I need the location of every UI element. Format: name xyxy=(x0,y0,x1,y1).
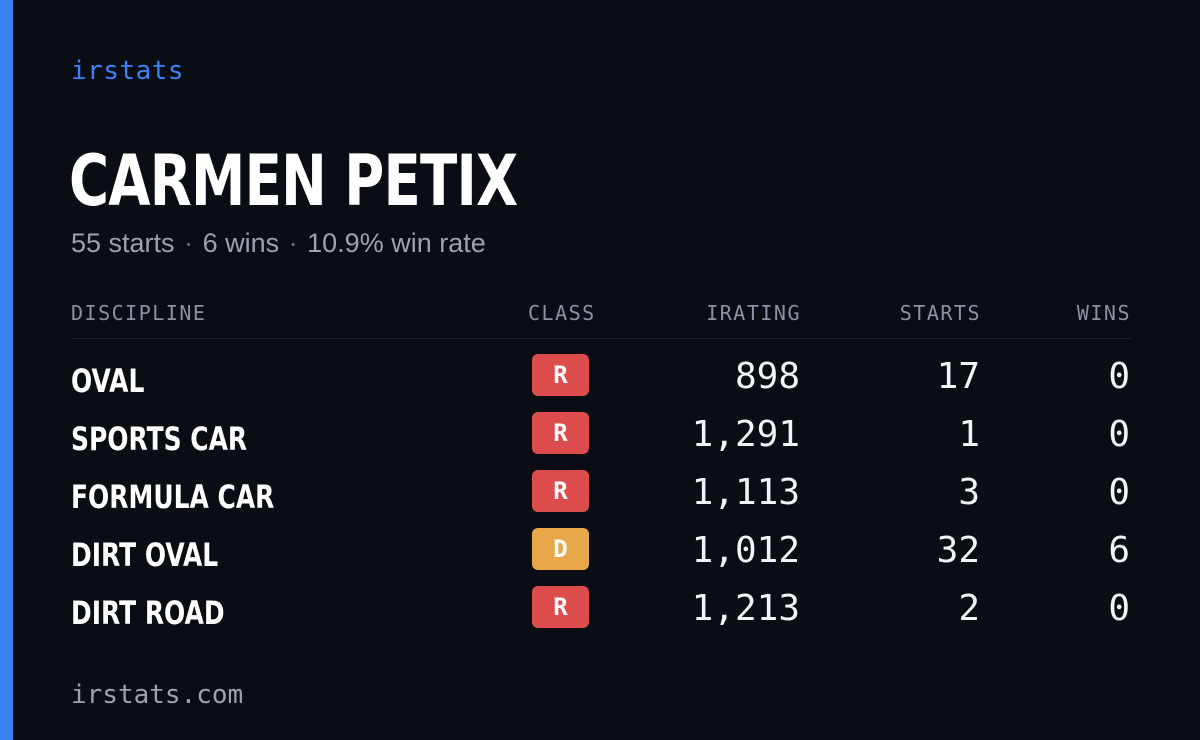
table-row: SPORTS CAR R 1,291 1 0 xyxy=(71,408,1131,466)
starts-value: 3 xyxy=(958,472,980,513)
irating-value: 1,291 xyxy=(691,414,800,455)
table-row: DIRT OVAL D 1,012 32 6 xyxy=(71,524,1131,582)
irating-value: 1,012 xyxy=(691,530,800,571)
brand-logo[interactable]: irstats xyxy=(71,56,185,86)
header-starts: STARTS xyxy=(899,301,981,325)
class-badge: R xyxy=(532,412,589,454)
header-wins: WINS xyxy=(1076,301,1131,325)
class-badge: R xyxy=(532,470,589,512)
starts-value: 1 xyxy=(958,414,980,455)
win-rate-summary: 10.9% win rate xyxy=(307,228,486,258)
discipline-name: FORMULA CAR xyxy=(71,478,275,516)
header-discipline: DISCIPLINE xyxy=(71,301,207,325)
driver-name: CARMEN PETIX xyxy=(69,140,518,222)
stats-table-body: OVAL R 898 17 0 SPORTS CAR R 1,291 1 0 F… xyxy=(71,350,1131,640)
irating-value: 1,213 xyxy=(691,588,800,629)
table-row: OVAL R 898 17 0 xyxy=(71,350,1131,408)
discipline-name: SPORTS CAR xyxy=(71,420,248,458)
header-class: CLASS xyxy=(528,301,596,325)
discipline-name: OVAL xyxy=(71,362,145,400)
class-badge: R xyxy=(532,586,589,628)
accent-bar xyxy=(0,0,13,740)
separator-dot: · xyxy=(288,228,298,258)
header-irating: IRATING xyxy=(706,301,801,325)
wins-value: 0 xyxy=(1108,588,1130,629)
starts-summary: 55 starts xyxy=(71,228,175,258)
starts-value: 17 xyxy=(936,356,980,397)
discipline-name: DIRT ROAD xyxy=(71,594,225,632)
wins-summary: 6 wins xyxy=(202,228,280,258)
discipline-name: DIRT OVAL xyxy=(71,536,219,574)
table-row: DIRT ROAD R 1,213 2 0 xyxy=(71,582,1131,640)
footer-url[interactable]: irstats.com xyxy=(71,680,244,710)
irating-value: 898 xyxy=(734,356,800,397)
driver-summary: 55 starts · 6 wins · 10.9% win rate xyxy=(71,228,486,259)
table-row: FORMULA CAR R 1,113 3 0 xyxy=(71,466,1131,524)
wins-value: 0 xyxy=(1108,414,1130,455)
separator-dot: · xyxy=(184,228,194,258)
stats-table-header: DISCIPLINE CLASS IRATING STARTS WINS xyxy=(71,300,1131,339)
class-badge: D xyxy=(532,528,589,570)
starts-value: 32 xyxy=(936,530,980,571)
wins-value: 0 xyxy=(1108,356,1130,397)
wins-value: 6 xyxy=(1108,530,1130,571)
irating-value: 1,113 xyxy=(691,472,800,513)
starts-value: 2 xyxy=(958,588,980,629)
wins-value: 0 xyxy=(1108,472,1130,513)
class-badge: R xyxy=(532,354,589,396)
